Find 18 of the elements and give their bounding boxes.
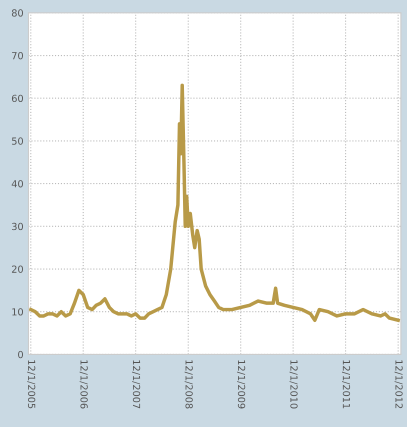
x-tick-label: 12/1/2009 [237, 360, 246, 408]
y-tick-label: 10 [12, 308, 23, 316]
y-tick-label: 80 [12, 9, 23, 17]
y-tick-label: 60 [12, 94, 23, 102]
y-tick-label: 50 [12, 137, 23, 145]
y-tick-label: 40 [12, 180, 23, 188]
line-series [29, 84, 400, 322]
x-tick-label: 12/1/2006 [80, 360, 88, 409]
y-tick-label: 20 [12, 265, 23, 273]
x-tick-label: 12/1/2010 [290, 360, 298, 408]
x-tick-label: 12/1/2007 [132, 360, 140, 408]
x-tick-label: 12/1/2011 [342, 360, 350, 408]
y-tick-label: 30 [12, 222, 23, 230]
y-tick-label: 70 [12, 52, 23, 60]
x-tick-label: 12/1/2008 [184, 360, 193, 408]
x-tick-label: 12/1/2012 [394, 360, 403, 408]
x-tick-label: 12/1/2005 [27, 360, 36, 408]
y-tick-label: 0 [18, 350, 23, 358]
